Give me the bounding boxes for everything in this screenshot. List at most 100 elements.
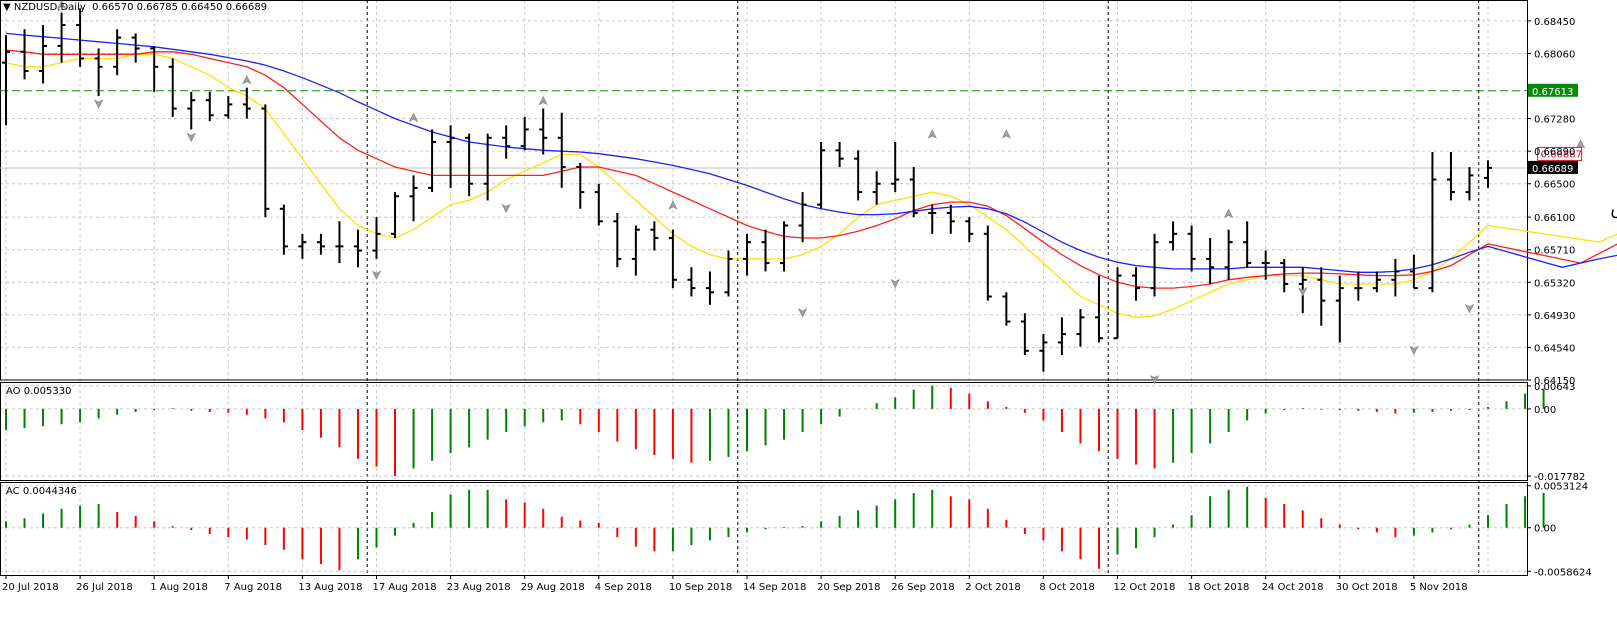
ohlc-bar — [76, 8, 85, 67]
fractal-down-icon — [1149, 374, 1160, 385]
ohlc-bar — [983, 225, 992, 301]
ohlc-bar — [557, 112, 566, 188]
ohlc-bar — [242, 87, 251, 119]
up-arrow-drawing — [1611, 209, 1617, 219]
ohlc-bar — [446, 125, 455, 188]
ohlc-bar — [928, 204, 937, 234]
fractal-up-icon — [56, 0, 67, 10]
indicator-tick-label: -0.0058624 — [1534, 567, 1592, 578]
high-price-marker-text: 0.66887 — [1541, 149, 1582, 160]
date-tick-label: 18 Oct 2018 — [1188, 582, 1250, 593]
ohlc-bar — [1150, 233, 1159, 297]
level-price-text: 0.67613 — [1532, 87, 1573, 98]
fractal-down-icon — [186, 132, 196, 143]
price-tick-label: 0.64930 — [1534, 311, 1575, 322]
high-price-marker-box — [1537, 146, 1583, 161]
ohlc-bar — [965, 217, 974, 243]
ohlc-bar — [372, 217, 381, 259]
ohlc-bar — [520, 116, 529, 151]
ohlc-bar — [1409, 254, 1418, 290]
ohlc-bar — [187, 91, 196, 130]
fractal-up-icon — [927, 129, 937, 139]
ohlc-bar — [316, 233, 325, 255]
ohlc-bar — [631, 225, 640, 276]
ohlc-bar — [613, 212, 622, 268]
price-tick-label: 0.64540 — [1534, 343, 1575, 354]
date-tick-label: 20 Sep 2018 — [817, 582, 880, 593]
ohlc-bar — [1446, 152, 1455, 201]
date-tick-label: 26 Sep 2018 — [891, 582, 954, 593]
ohlc-bar — [650, 221, 659, 251]
ac-indicator-label: AC 0.0044346 — [6, 486, 77, 497]
ohlc-bar — [1484, 160, 1492, 188]
alligator-forward-line — [1487, 224, 1617, 243]
ohlc-bar — [946, 204, 955, 234]
ohlc-bar — [1280, 258, 1289, 293]
price-tick-label: 0.66500 — [1534, 180, 1575, 191]
ohlc-bar — [668, 229, 677, 289]
date-tick-label: 2 Oct 2018 — [965, 582, 1020, 593]
indicator-tick-label: 0.0053124 — [1534, 482, 1588, 493]
alligator-jaw-line — [5, 32, 1489, 273]
ohlc-bar — [428, 129, 437, 193]
fractal-up-icon — [1575, 139, 1586, 149]
ohlc-bar — [1113, 267, 1122, 340]
alligator-teeth-line — [5, 49, 1489, 289]
date-tick-label: 17 Aug 2018 — [373, 582, 437, 593]
ohlc-bar — [205, 91, 214, 122]
fractal-down-icon — [797, 308, 808, 318]
date-tick-label: 13 Aug 2018 — [298, 582, 362, 593]
date-tick-label: 29 Aug 2018 — [521, 582, 585, 593]
ohlc-bar — [465, 133, 474, 197]
ohlc-bar — [150, 45, 159, 92]
date-tick-label: 30 Oct 2018 — [1336, 582, 1398, 593]
date-tick-label: 10 Sep 2018 — [669, 582, 732, 593]
ohlc-bar — [1391, 258, 1400, 297]
ohlc-bar — [1372, 271, 1381, 293]
ohlc-bar — [743, 233, 751, 276]
price-tick-label: 0.66890 — [1534, 147, 1575, 158]
collapse-triangle-icon[interactable]: ▼ — [3, 2, 11, 13]
symbol-label: NZDUSD,Daily — [13, 2, 86, 13]
ohlc-bar — [1020, 313, 1029, 355]
ohlc-bar — [1206, 238, 1215, 284]
ohlc-bar — [817, 141, 826, 209]
price-tick-label: 0.65710 — [1534, 246, 1575, 257]
current-price-badge — [1528, 160, 1578, 174]
ohlc-bar — [594, 183, 603, 226]
price-tick-label: 0.67280 — [1534, 115, 1575, 126]
ohlc-bar — [780, 221, 789, 272]
fractal-up-icon — [538, 95, 548, 106]
ohlc-bar — [113, 29, 122, 76]
price-tick-label: 0.66100 — [1534, 213, 1575, 224]
ohlc-bar — [872, 171, 881, 205]
ohlc-bar — [854, 150, 863, 201]
ohlc-bar — [391, 192, 400, 239]
ao-indicator-label: AO 0.005330 — [6, 386, 72, 397]
ohlc-bar — [168, 58, 177, 117]
date-tick-label: 12 Oct 2018 — [1114, 582, 1176, 593]
ohlc-bar — [261, 104, 270, 218]
ac-panel-frame — [0, 482, 1528, 576]
ohlc-bar — [1039, 334, 1048, 372]
ohlc-bar — [1132, 267, 1141, 301]
fractal-down-icon — [501, 203, 511, 214]
fractal-down-icon — [371, 270, 382, 280]
current-price-text: 0.66689 — [1532, 164, 1573, 175]
date-tick-label: 1 Aug 2018 — [150, 582, 208, 593]
ohlc-bar — [1187, 225, 1196, 272]
ohlc-bar — [224, 96, 233, 119]
fractal-up-icon — [242, 75, 252, 85]
date-tick-label: 4 Sep 2018 — [595, 582, 652, 593]
fractal-down-icon — [890, 278, 900, 289]
alligator-forward-line — [1487, 245, 1617, 268]
ohlc-bar — [1169, 221, 1178, 251]
ohlc-bar — [502, 125, 511, 159]
ohlc-bar — [1094, 275, 1103, 343]
ohlc-bar — [1057, 317, 1066, 355]
ohlc-bar — [298, 233, 307, 259]
date-tick-label: 5 Nov 2018 — [1410, 582, 1468, 593]
ohlc-bar — [483, 133, 492, 201]
